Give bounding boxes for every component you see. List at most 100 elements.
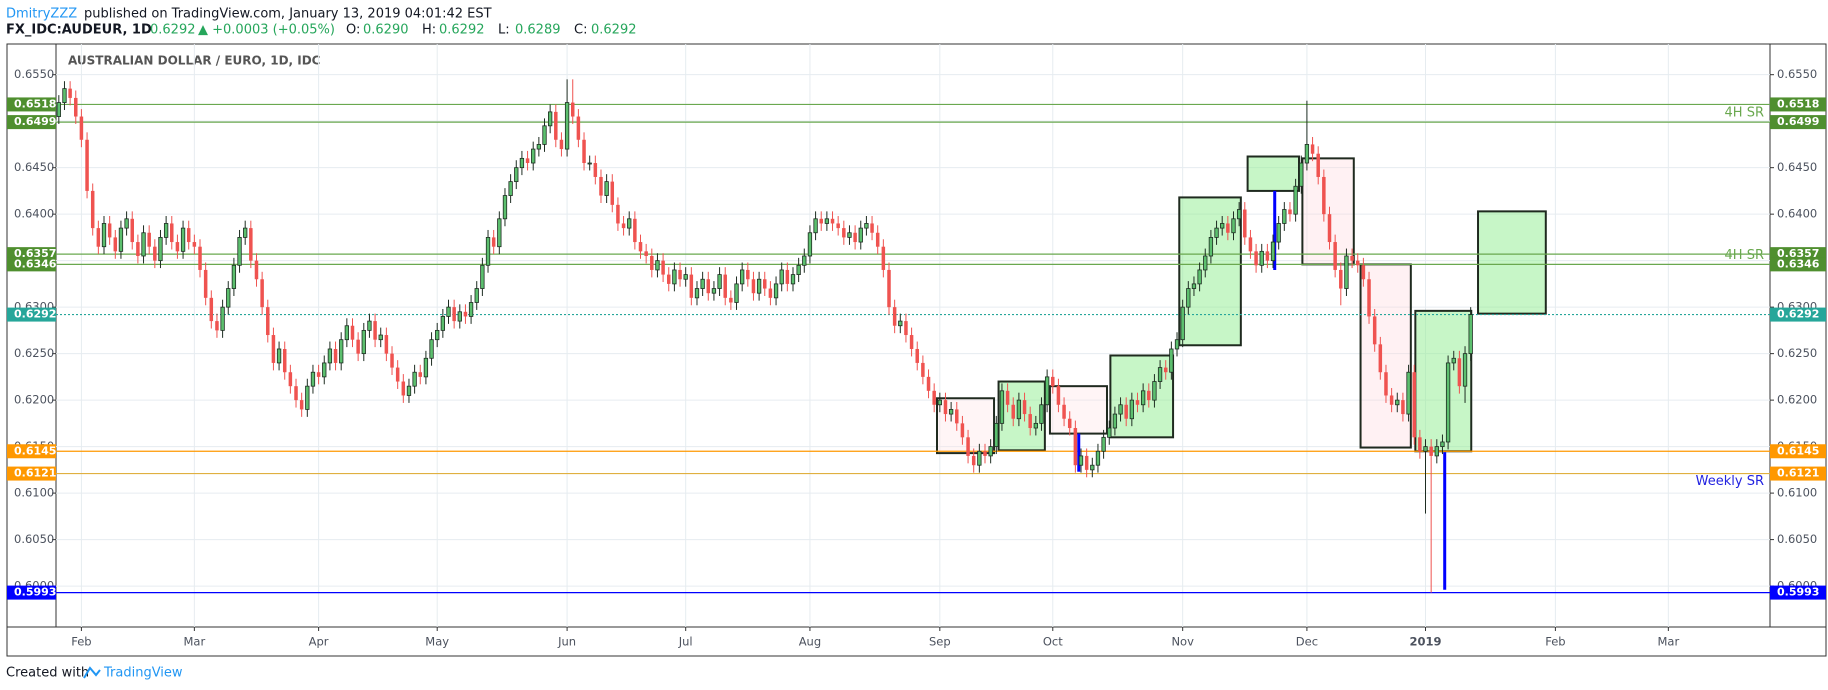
- candle-body: [1395, 399, 1400, 406]
- candle-body: [887, 269, 891, 308]
- price-tag-bg: [1770, 585, 1826, 600]
- price-tag: 0.6346: [14, 257, 57, 270]
- candle-body: [401, 381, 406, 396]
- candle-body: [452, 307, 456, 322]
- candle-body: [390, 353, 394, 368]
- candle-body: [570, 102, 575, 117]
- candle-body: [463, 311, 468, 317]
- candle-body: [604, 181, 609, 196]
- candle-body: [446, 306, 451, 317]
- candle-body: [1231, 218, 1236, 234]
- candle-body: [1011, 404, 1015, 419]
- price-tag: 0.6121: [14, 467, 56, 480]
- candle-body: [881, 246, 886, 270]
- candle-body: [1378, 344, 1383, 373]
- candle-body: [1169, 348, 1174, 373]
- change: ▲ +0.0003 (+0.05%): [198, 23, 335, 38]
- y-tick-label: 0.6400: [1777, 207, 1817, 221]
- candle-body: [220, 306, 225, 331]
- candle-body: [650, 256, 654, 270]
- price-tag-bg: [1770, 307, 1826, 322]
- candle-body: [1423, 446, 1428, 452]
- footer-brand[interactable]: TradingView: [103, 666, 183, 681]
- candle-body: [356, 339, 360, 354]
- symbol: FX_IDC:AUDEUR, 1D: [6, 23, 152, 38]
- x-tick-label: Mar: [184, 635, 206, 649]
- x-tick-label: Dec: [1296, 635, 1318, 649]
- candle-body: [966, 437, 970, 456]
- candle-body: [977, 450, 982, 466]
- candle-body: [842, 228, 846, 238]
- candle-body: [141, 232, 146, 257]
- author[interactable]: DmitryZZZ: [6, 7, 77, 22]
- candle-body: [1333, 242, 1337, 270]
- candle-body: [582, 139, 586, 164]
- price-tag-bg: [7, 444, 56, 459]
- candle-body: [960, 423, 965, 438]
- price-tag: 0.6357: [14, 247, 56, 260]
- candle-body: [1016, 399, 1022, 420]
- candle-body: [706, 279, 711, 294]
- candle-body: [1434, 446, 1439, 457]
- candle-body: [909, 335, 914, 349]
- candle-body: [56, 102, 61, 117]
- candle-body: [1056, 386, 1061, 405]
- candle-body: [1355, 260, 1360, 266]
- candle-body: [1062, 404, 1066, 419]
- candle-body: [531, 148, 536, 164]
- price-tag-bg: [1770, 115, 1826, 130]
- footer-text: Created with: [6, 666, 89, 681]
- y-tick-label: 0.6250: [1777, 346, 1817, 360]
- candle-body: [559, 139, 564, 150]
- candle-body: [1044, 376, 1050, 406]
- ohlc-value: 0.6292: [591, 23, 637, 38]
- candle-body: [1095, 450, 1101, 466]
- candle-body: [1140, 390, 1146, 406]
- candle-body: [79, 116, 84, 140]
- candle-body: [655, 260, 660, 271]
- candle-body: [118, 227, 124, 252]
- candle-body: [621, 223, 626, 229]
- candle-body: [215, 321, 219, 331]
- price-tag-bg: [7, 585, 56, 600]
- candle-body: [1440, 441, 1445, 448]
- candle-body: [147, 232, 151, 247]
- candle-body: [384, 335, 389, 354]
- x-tick-label: 2019: [1409, 635, 1441, 649]
- candle-body: [1197, 269, 1202, 285]
- candle-body: [864, 223, 869, 229]
- candle-body: [310, 371, 316, 387]
- candle-body: [276, 348, 282, 364]
- candle-body: [616, 204, 620, 224]
- candle-body: [542, 125, 547, 145]
- candle-body: [853, 232, 857, 243]
- candle-body: [1174, 339, 1180, 350]
- candle-body: [740, 269, 745, 285]
- candle-body: [1163, 367, 1168, 373]
- candle-body: [638, 242, 643, 252]
- candle-body: [633, 218, 637, 243]
- candle-body: [734, 283, 739, 303]
- candle-body: [170, 223, 174, 243]
- candle-body: [536, 144, 542, 150]
- candle-body: [1005, 390, 1010, 405]
- candle-body: [593, 163, 598, 177]
- candle-body: [468, 302, 474, 317]
- candle-body: [1191, 283, 1197, 289]
- candle-body: [773, 283, 779, 299]
- price-tag: 0.6346: [1777, 257, 1820, 270]
- x-tick-label: Feb: [71, 635, 91, 649]
- candle-body: [661, 260, 665, 275]
- candle-body: [226, 288, 231, 308]
- price-tag-bg: [1770, 444, 1826, 459]
- x-tick-label: Jul: [678, 635, 693, 649]
- frame: [6, 43, 1827, 657]
- ohlc-value: 0.6290: [363, 23, 409, 38]
- line-note: 4H SR: [1725, 248, 1764, 263]
- candle-body: [1299, 162, 1304, 187]
- candle-body: [683, 274, 688, 280]
- candle-body: [153, 246, 157, 261]
- price-tag: 0.6145: [14, 444, 56, 457]
- price-tag: 0.6518: [14, 97, 56, 110]
